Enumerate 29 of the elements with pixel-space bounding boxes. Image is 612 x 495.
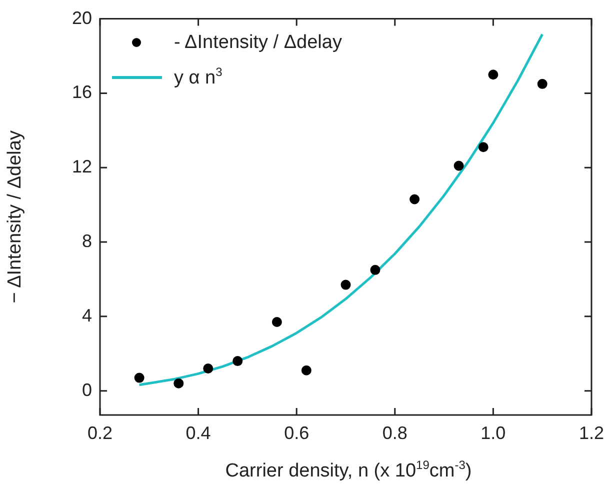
x-tick-label: 0.2 (87, 422, 113, 443)
point (454, 160, 464, 171)
legend-label: y α n$^{3}$ (174, 64, 222, 90)
point (134, 372, 144, 383)
point (272, 316, 282, 327)
x-tick-label: 0.4 (186, 422, 211, 443)
point (174, 378, 184, 388)
point (370, 264, 380, 275)
x-tick-label: 0.6 (284, 422, 310, 443)
x-tick-label: 0.8 (382, 422, 408, 443)
y-tick-label: 20 (72, 8, 92, 28)
point (537, 78, 548, 89)
point (340, 280, 351, 290)
point (488, 70, 498, 80)
point (232, 356, 243, 366)
y-tick-label: 0 (82, 380, 92, 400)
x-axis-title: Carrier density, n (x 10$^{19}$cm$^{-3}$) (224, 458, 473, 482)
x-tick-label: 1.0 (480, 422, 506, 443)
y-axis-title: − ΔIntensity / Δdelay (4, 130, 26, 304)
y-tick-label: 12 (72, 156, 92, 177)
y-tick-label: 16 (72, 82, 92, 102)
x-tick-label: 1.2 (578, 422, 604, 443)
point (410, 194, 420, 204)
y-tick-label: 4 (82, 305, 92, 326)
y-tick-label: 8 (82, 230, 92, 251)
point (478, 142, 488, 152)
point (203, 364, 214, 374)
point (301, 365, 312, 376)
legend-label: - ΔIntensity / Δdelay (174, 32, 342, 54)
